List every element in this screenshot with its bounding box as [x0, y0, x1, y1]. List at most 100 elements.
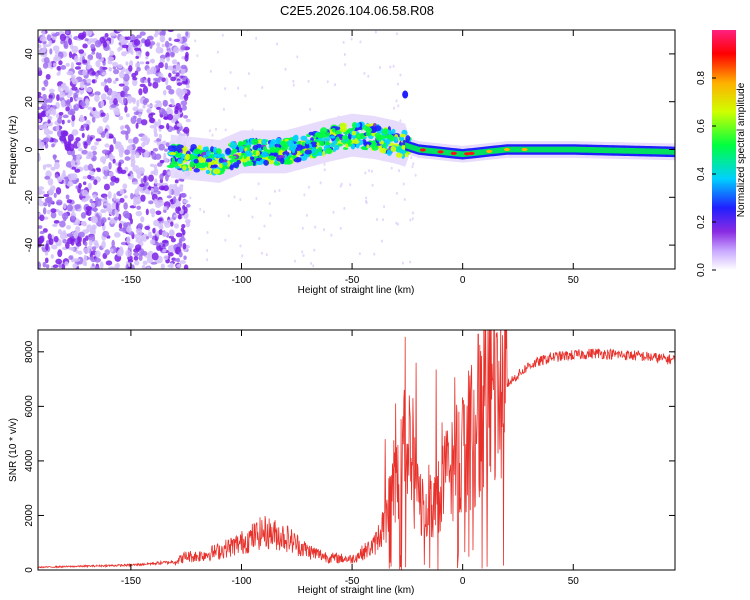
heatmap-noise-cell: [71, 114, 76, 122]
heatmap-noise-cell: [145, 236, 149, 240]
heatmap-noise-cell: [140, 250, 148, 256]
heatmap-noise-cell: [167, 245, 172, 252]
heatmap-noise-cell: [66, 233, 74, 238]
heatmap-noise-cell: [116, 94, 121, 101]
heatmap-noise-cell: [56, 72, 61, 76]
heatmap-noise-cell: [99, 261, 104, 269]
heatmap-noise-cell: [133, 260, 140, 266]
y-tick-label: 40: [24, 48, 35, 60]
heatmap-noise-cell: [124, 156, 131, 161]
heatmap-noise-cell: [393, 106, 396, 110]
heatmap-signal-cell: [180, 153, 185, 160]
heatmap-noise-cell: [368, 169, 371, 173]
heatmap-noise-cell: [48, 88, 55, 93]
heatmap-noise-cell: [163, 255, 169, 261]
y-tick-label: 0: [24, 567, 35, 573]
heatmap-noise-cell: [64, 261, 69, 266]
heatmap-noise-cell: [65, 241, 70, 249]
heatmap-noise-cell: [180, 104, 183, 108]
heatmap-noise-cell: [185, 118, 191, 123]
heatmap-noise-cell: [82, 123, 88, 128]
heatmap-noise-cell: [108, 135, 114, 139]
figure-title: C2E5.2026.104.06.58.R08: [280, 3, 434, 18]
heatmap-noise-cell: [258, 237, 261, 241]
heatmap-signal-cell: [335, 136, 340, 142]
heatmap-noise-cell: [62, 169, 66, 176]
heatmap-signal-cell: [310, 141, 317, 145]
heatmap-noise-cell: [139, 183, 145, 188]
heatmap-noise-cell: [103, 183, 110, 191]
heatmap-noise-cell: [395, 221, 398, 225]
heatmap-noise-cell: [121, 51, 127, 57]
heatmap-noise-cell: [142, 85, 149, 94]
heatmap-noise-cell: [76, 141, 81, 148]
heatmap-noise-cell: [73, 55, 79, 63]
heatmap-noise-cell: [94, 250, 101, 258]
heatmap-noise-cell: [135, 122, 139, 129]
heatmap-noise-cell: [129, 218, 133, 225]
heatmap-noise-cell: [122, 97, 127, 104]
heatmap-noise-cell: [141, 264, 146, 269]
heatmap-noise-cell: [74, 218, 81, 226]
heatmap-noise-cell: [75, 137, 81, 142]
heatmap-noise-cell: [229, 71, 232, 75]
heatmap-noise-cell: [173, 223, 179, 229]
heatmap-noise-cell: [129, 34, 136, 42]
heatmap-signal-cell: [251, 138, 259, 146]
heatmap-noise-cell: [112, 61, 119, 67]
heatmap-noise-cell: [95, 60, 101, 68]
heatmap-noise-cell: [53, 162, 60, 170]
heatmap-noise-cell: [149, 43, 153, 49]
heatmap-noise-cell: [103, 165, 109, 171]
heatmap-noise-cell: [62, 202, 67, 210]
heatmap-noise-cell: [178, 251, 183, 258]
heatmap-noise-cell: [180, 45, 186, 51]
heatmap-noise-cell: [208, 129, 211, 133]
heatmap-noise-cell: [51, 108, 57, 116]
heatmap-noise-cell: [176, 122, 183, 127]
heatmap-noise-cell: [140, 77, 146, 84]
heatmap-noise-cell: [144, 39, 151, 47]
heatmap-noise-cell: [166, 195, 172, 199]
heatmap-noise-cell: [158, 76, 163, 81]
heatmap-noise-cell: [251, 215, 254, 219]
heatmap-spike-cell: [402, 90, 409, 99]
heatmap-noise-cell: [50, 166, 56, 171]
heatmap-noise-cell: [77, 250, 83, 255]
heatmap-noise-cell: [307, 185, 310, 189]
heatmap-noise-cell: [161, 77, 166, 82]
heatmap-noise-cell: [100, 112, 106, 117]
heatmap-noise-cell: [183, 126, 190, 134]
heatmap-noise-cell: [87, 163, 94, 171]
heatmap-noise-cell: [409, 260, 412, 264]
heatmap-noise-cell: [143, 175, 147, 183]
heatmap-noise-cell: [97, 198, 102, 202]
heatmap-noise-cell: [132, 97, 136, 105]
heatmap-noise-cell: [169, 262, 174, 269]
heatmap-noise-cell: [151, 152, 157, 160]
heatmap-noise-cell: [130, 149, 136, 155]
heatmap-noise-cell: [117, 64, 123, 69]
heatmap-noise-cell: [178, 240, 183, 248]
heatmap-signal-cell: [255, 143, 262, 149]
colorbar-gradient: [712, 30, 736, 270]
snr-xlabel: Height of straight line (km): [298, 585, 415, 596]
heatmap-signal-cell: [167, 145, 176, 152]
heatmap-noise-cell: [147, 107, 152, 115]
heatmap-noise-cell: [38, 196, 42, 203]
heatmap-noise-cell: [133, 199, 137, 207]
heatmap-noise-cell: [92, 206, 98, 213]
heatmap-noise-cell: [38, 188, 43, 196]
heatmap-hot-cell: [503, 147, 510, 152]
x-tick-label: 0: [460, 275, 466, 286]
heatmap-noise-cell: [82, 59, 88, 64]
heatmap-noise-cell: [57, 176, 63, 183]
heatmap-noise-cell: [168, 184, 175, 190]
heatmap-signal-cell: [278, 150, 282, 156]
heatmap-noise-cell: [310, 261, 313, 265]
heatmap-noise-cell: [138, 88, 143, 96]
heatmap-noise-cell: [104, 85, 109, 93]
heatmap-noise-cell: [70, 61, 75, 70]
heatmap-noise-cell: [161, 43, 165, 48]
heatmap-noise-cell: [94, 39, 102, 48]
